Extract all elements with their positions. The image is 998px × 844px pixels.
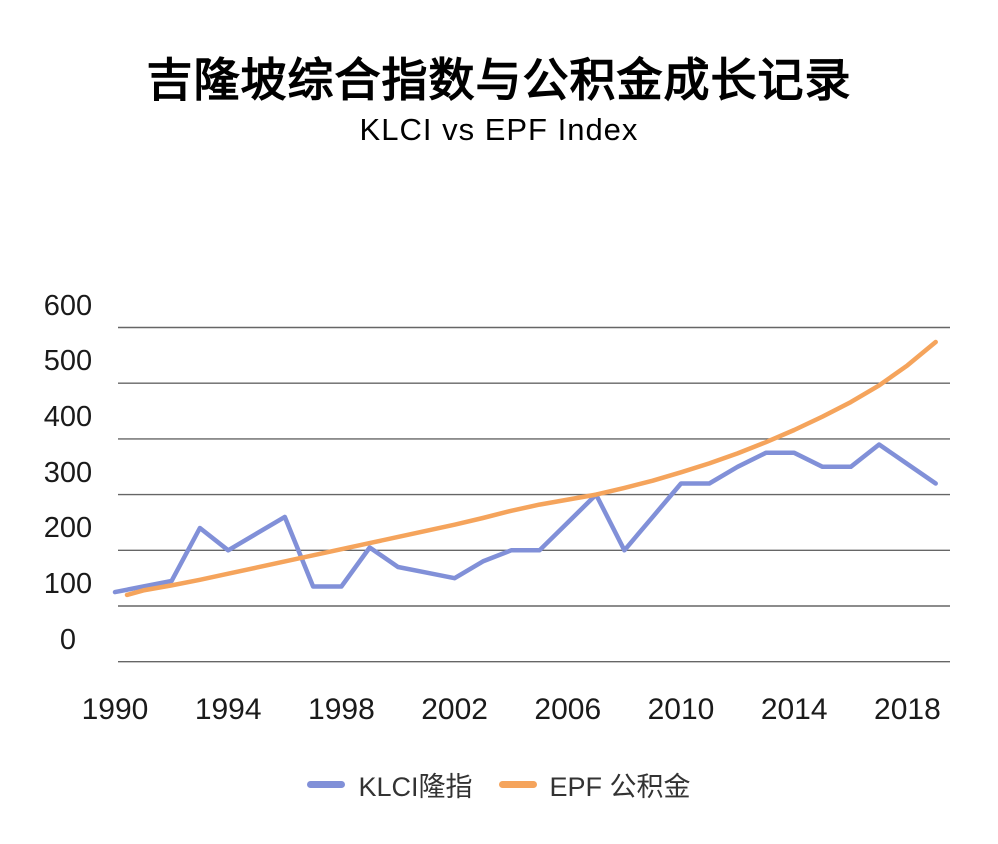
y-tick-label-400: 400 <box>43 400 93 433</box>
y-tick-label-100: 100 <box>43 568 93 600</box>
legend-label-epf: EPF 公积金 <box>549 771 691 802</box>
legend-label-klci: KLCI隆指 <box>358 771 473 802</box>
x-tick-label-2006: 2006 <box>534 693 602 726</box>
klci-line <box>112 442 938 595</box>
x-tick-label-1998: 1998 <box>308 693 375 726</box>
y-tick-label-200: 200 <box>43 512 93 545</box>
y-tick-label-300: 300 <box>43 456 93 489</box>
x-tick-label-2010: 2010 <box>647 693 715 726</box>
series-lines <box>112 339 938 598</box>
x-tick-label-1994: 1994 <box>194 693 262 726</box>
gridlines <box>118 326 950 663</box>
chart-legend: KLCI隆指 EPF 公积金 <box>0 766 998 802</box>
legend-item-klci: KLCI隆指 <box>307 765 473 804</box>
y-tick-label-500: 500 <box>43 345 93 378</box>
x-tick-label-2002: 2002 <box>421 693 488 726</box>
chart-title: 吉隆坡综合指数与公积金成长记录 <box>146 54 852 106</box>
x-tick-label-2014: 2014 <box>760 693 828 726</box>
y-tick-label-0: 0 <box>59 623 77 656</box>
klci-swatch-icon <box>307 780 346 788</box>
epf-swatch-icon <box>498 780 537 788</box>
epf-line <box>124 339 938 598</box>
x-tick-label-1990: 1990 <box>81 693 149 726</box>
chart-subtitle: KLCI vs EPF Index <box>359 112 639 147</box>
y-tick-label-600: 600 <box>43 289 93 322</box>
x-tick-label-2018: 2018 <box>874 693 941 726</box>
legend-item-epf: EPF 公积金 <box>498 765 691 804</box>
